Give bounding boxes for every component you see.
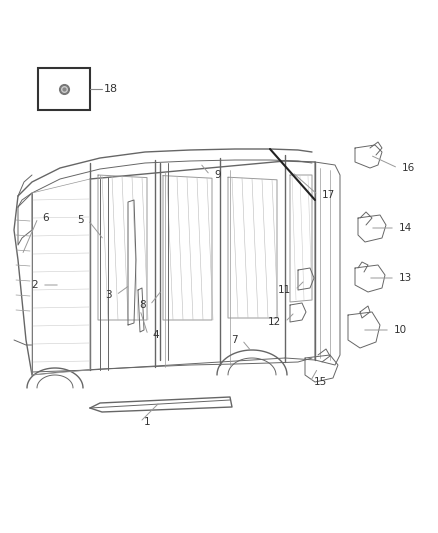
- Text: 11: 11: [278, 285, 291, 295]
- Text: 7: 7: [231, 335, 238, 345]
- Text: 10: 10: [394, 325, 407, 335]
- Bar: [38, 68, 90, 110]
- Text: 8: 8: [139, 300, 146, 310]
- Text: 2: 2: [32, 280, 38, 290]
- Text: 17: 17: [322, 190, 335, 200]
- Text: 12: 12: [268, 317, 281, 327]
- Text: 13: 13: [399, 273, 412, 283]
- Text: 4: 4: [152, 330, 159, 340]
- Text: 6: 6: [42, 213, 49, 223]
- Text: 18: 18: [104, 84, 118, 94]
- Text: 3: 3: [106, 290, 112, 300]
- Text: 1: 1: [144, 417, 151, 427]
- Text: 16: 16: [402, 163, 415, 173]
- Text: 9: 9: [214, 170, 221, 180]
- Text: 15: 15: [314, 377, 327, 387]
- Text: 5: 5: [78, 215, 84, 225]
- Text: 14: 14: [399, 223, 412, 233]
